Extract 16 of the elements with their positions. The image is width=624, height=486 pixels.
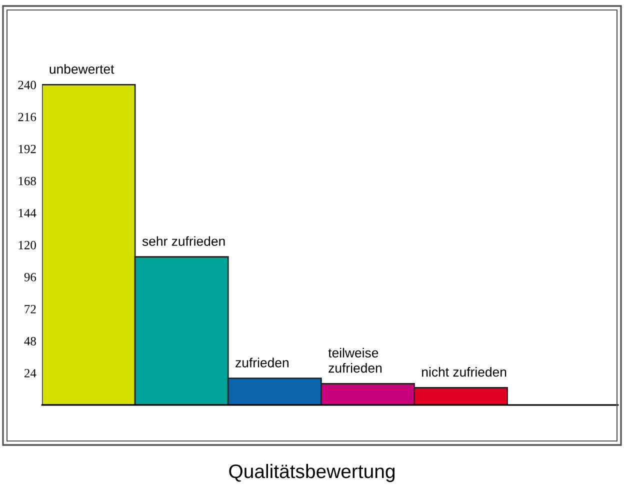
x-tick-label: teilweise zufrieden bbox=[328, 348, 382, 373]
x-tick-label: nicht zufrieden bbox=[422, 367, 506, 377]
y-tick-label: 240 bbox=[18, 80, 36, 90]
x-tick-label: zufrieden bbox=[236, 358, 288, 368]
x-axis-title: Qualitätsbewertung bbox=[229, 464, 395, 482]
y-tick-label: 144 bbox=[18, 208, 36, 218]
y-tick-label: 192 bbox=[18, 144, 36, 154]
y-tick-label: 48 bbox=[24, 336, 36, 346]
y-tick-label: 168 bbox=[18, 176, 36, 186]
y-tick-label: 96 bbox=[24, 272, 36, 282]
y-tick-label: 72 bbox=[24, 304, 36, 314]
y-tick-label: 24 bbox=[24, 369, 36, 378]
x-tick-label: sehr zufrieden bbox=[142, 236, 225, 246]
y-tick-label: 120 bbox=[18, 240, 36, 250]
y-tick-label: 216 bbox=[18, 112, 36, 122]
x-tick-label: unbewertet bbox=[50, 64, 114, 74]
